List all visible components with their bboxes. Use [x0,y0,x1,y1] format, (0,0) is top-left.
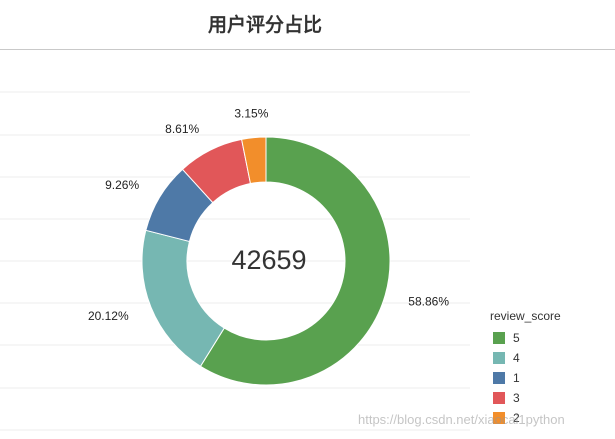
legend-swatch [493,412,505,424]
legend-swatch [493,352,505,364]
slice-label-1: 9.26% [105,178,139,192]
slice-5[interactable] [199,136,391,386]
slice-2[interactable] [241,136,267,185]
legend-item-3[interactable]: 3 [493,388,561,408]
chart-title: 用户评分占比 [207,14,322,36]
legend-label: 3 [513,391,520,405]
title-divider [0,49,615,50]
legend: review_score 5 4 1 3 2 [490,309,561,428]
legend-label: 4 [513,351,520,365]
donut-slices [141,136,391,386]
slice-label-3: 8.61% [165,122,199,136]
legend-label: 5 [513,331,520,345]
legend-swatch [493,372,505,384]
slice-4[interactable] [141,229,225,367]
legend-swatch [493,332,505,344]
center-total-label: 42659 [231,245,306,275]
legend-items: 5 4 1 3 2 [493,328,561,428]
legend-swatch [493,392,505,404]
watermark: https://blog.csdn.net/xiaocai1python [358,412,565,427]
slice-label-5: 58.86% [408,295,449,309]
legend-label: 2 [513,411,520,425]
legend-item-2[interactable]: 2 [493,408,561,428]
legend-title: review_score [490,309,561,323]
legend-item-5[interactable]: 5 [493,328,561,348]
slice-label-4: 20.12% [88,309,129,323]
slice-labels: 58.86% 20.12% 9.26% 8.61% 3.15% [88,107,449,323]
legend-item-1[interactable]: 1 [493,368,561,388]
slice-label-2: 3.15% [234,107,268,121]
legend-label: 1 [513,371,520,385]
legend-item-4[interactable]: 4 [493,348,561,368]
